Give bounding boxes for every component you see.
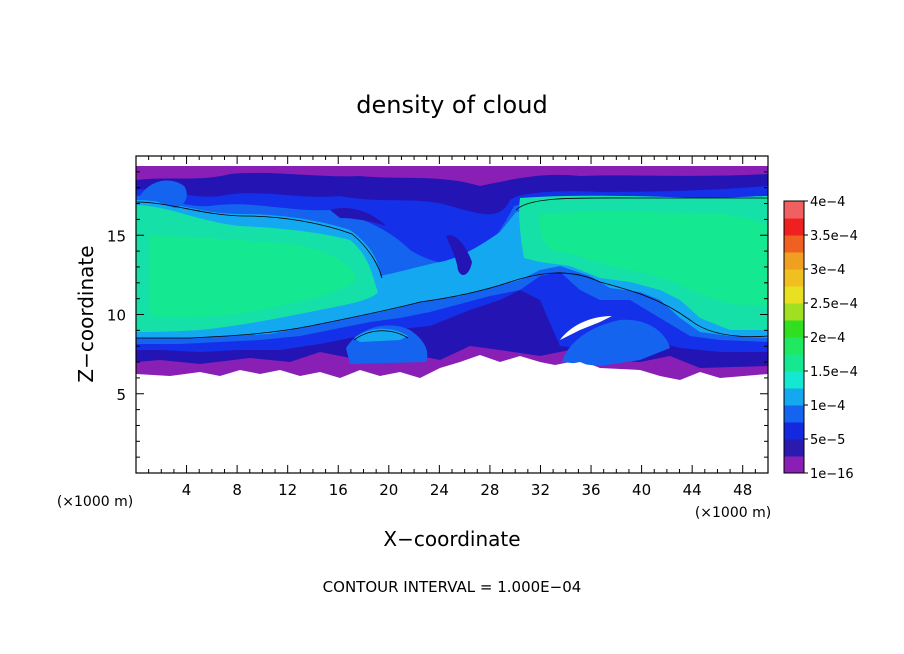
colorbar-swatch <box>784 269 804 287</box>
x-axis-title: X−coordinate <box>383 527 520 551</box>
region-right-core-inner <box>539 211 768 306</box>
x-tick-label: 20 <box>379 481 398 499</box>
y-tick-label: 15 <box>107 227 126 245</box>
contour-line-lower <box>136 272 768 339</box>
colorbar-swatch <box>784 371 804 389</box>
region-swirl-upper <box>330 207 386 226</box>
colorbar-swatch <box>784 422 804 440</box>
contour-line-cell <box>353 330 409 341</box>
region-left-core-inner <box>150 236 356 318</box>
y-tick-label: 5 <box>116 386 126 404</box>
colorbar-swatch <box>784 320 804 338</box>
colorbar-label: 3e−4 <box>810 263 845 278</box>
contour-line-right <box>515 197 768 211</box>
colorbar-swatch <box>784 405 804 423</box>
colorbar-swatch <box>784 235 804 253</box>
colorbar-label: 1e−16 <box>810 467 854 482</box>
x-tick-label: 40 <box>632 481 651 499</box>
region-left-swirl <box>140 180 187 208</box>
colorbar-label: 2e−4 <box>810 331 845 346</box>
colorbar-label: 4e−4 <box>810 195 845 210</box>
x-unit-right: (×1000 m) <box>695 505 771 521</box>
region-swirl-lower <box>446 235 472 276</box>
region-top-clear <box>136 156 768 165</box>
x-unit-left: (×1000 m) <box>57 494 133 510</box>
colorbar-swatch <box>784 439 804 457</box>
x-tick-label: 32 <box>531 481 550 499</box>
colorbar-label: 2.5e−4 <box>810 297 858 312</box>
colorbar-swatch <box>784 218 804 236</box>
colorbar-swatch <box>784 201 804 219</box>
x-tick-label: 16 <box>329 481 348 499</box>
x-tick-label: 12 <box>278 481 297 499</box>
y-axis-title: Z−coordinate <box>74 245 98 382</box>
colorbar-swatch <box>784 456 804 474</box>
colorbar-label: 1e−4 <box>810 399 845 414</box>
colorbar-swatch <box>784 354 804 372</box>
colorbar-swatch <box>784 286 804 304</box>
x-tick-label: 24 <box>430 481 449 499</box>
contour-interval-note: CONTOUR INTERVAL = 1.000E−04 <box>323 578 582 596</box>
chart-title: density of cloud <box>356 91 547 119</box>
heatmap-field <box>136 156 768 473</box>
x-tick-label: 8 <box>232 481 242 499</box>
colorbar-label: 5e−5 <box>810 433 845 448</box>
colorbar-swatch <box>784 388 804 406</box>
colorbar-swatch <box>784 252 804 270</box>
x-tick-label: 28 <box>480 481 499 499</box>
colorbar-label: 1.5e−4 <box>810 365 858 380</box>
region-clear-air <box>136 358 768 473</box>
y-tick-label: 10 <box>107 307 126 325</box>
contour-line-upper <box>136 201 383 279</box>
colorbar: 1e−16 5e−5 1e−4 1.5e−4 2e−4 2.5e−4 3e−4 3.5e−4 4… <box>783 195 858 482</box>
x-tick-label: 4 <box>182 481 192 499</box>
region-bottom-cell-right <box>562 319 670 366</box>
colorbar-swatch <box>784 337 804 355</box>
colorbar-swatch <box>784 303 804 321</box>
region-white-gap-left <box>560 316 612 340</box>
x-tick-label: 44 <box>683 481 702 499</box>
x-axis: 4 8 12 16 20 24 28 32 36 40 44 48 <box>148 156 756 499</box>
colorbar-label: 3.5e−4 <box>810 229 858 244</box>
x-tick-label: 36 <box>581 481 600 499</box>
y-axis: 5 10 15 <box>107 171 768 458</box>
x-tick-label: 48 <box>733 481 752 499</box>
